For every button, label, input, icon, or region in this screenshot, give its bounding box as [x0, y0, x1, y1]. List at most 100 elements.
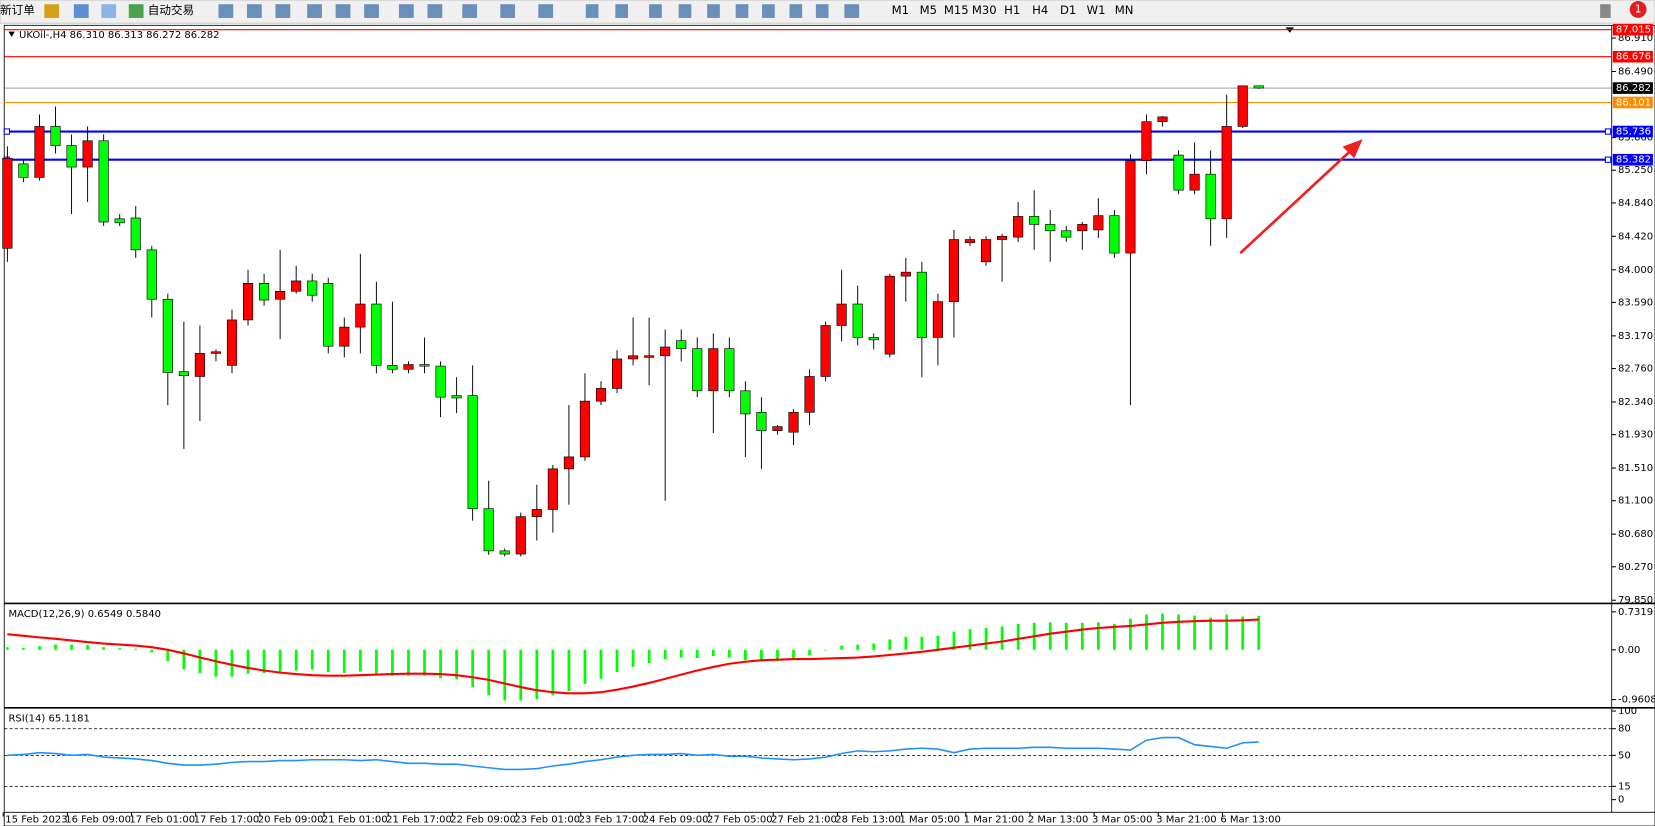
macd-bar [503, 649, 507, 701]
candle-body [371, 303, 382, 366]
candle-body [788, 411, 799, 433]
signal-line [7, 618, 1259, 695]
x-tick-label: 24 Feb 09:00 [643, 815, 709, 826]
level-handle[interactable] [3, 128, 11, 135]
y-tick-label: 79.850 [1618, 595, 1653, 606]
candle-body [1029, 216, 1040, 225]
icon[interactable] [707, 4, 720, 18]
macd-bar [375, 649, 378, 675]
icon[interactable] [735, 4, 749, 18]
icon[interactable] [73, 4, 89, 18]
icon[interactable] [649, 4, 662, 18]
y-tick-label: 81.100 [1618, 496, 1653, 507]
new-order[interactable]: 新订单 [0, 3, 35, 17]
price-label-bg [1612, 50, 1653, 63]
icon[interactable] [678, 4, 692, 18]
icon[interactable] [538, 4, 554, 18]
y-tick-label: 86.490 [1618, 67, 1653, 78]
price-label: 86.101 [1616, 97, 1651, 108]
y-tick-label: 0 [1618, 795, 1624, 806]
timeframe-button[interactable]: M30 [972, 3, 997, 17]
level-handle[interactable] [1604, 156, 1612, 163]
icon[interactable] [615, 4, 629, 18]
icon[interactable] [398, 4, 414, 18]
auto-trading[interactable]: 自动交易 [148, 3, 194, 17]
candle-body [34, 126, 45, 178]
macd-bar [647, 649, 651, 664]
icon[interactable] [128, 4, 144, 18]
macd-bar [471, 649, 475, 688]
icon[interactable] [427, 4, 443, 18]
macd-bar [166, 649, 170, 662]
icon[interactable] [364, 4, 379, 18]
macd-bar [294, 649, 298, 671]
candle-body [1253, 85, 1264, 89]
timeframe-button[interactable]: MN [1115, 3, 1134, 17]
candle-body [291, 280, 302, 292]
y-tick-label: -0.9608 [1618, 695, 1655, 706]
candle-body [130, 217, 141, 251]
icon[interactable] [218, 4, 234, 18]
icon[interactable] [500, 4, 516, 18]
candle-body [323, 282, 334, 347]
macd-bar [1064, 622, 1068, 650]
candle-body [355, 303, 366, 328]
icon[interactable] [789, 4, 803, 18]
icon[interactable] [762, 4, 775, 18]
macd-bar [22, 647, 25, 650]
icon[interactable] [44, 4, 60, 18]
macd-bar [936, 635, 940, 650]
candle-body [1205, 173, 1216, 220]
timeframe-button[interactable]: H4 [1032, 3, 1048, 17]
macd-bar [358, 649, 362, 672]
icon[interactable] [246, 4, 262, 18]
macd-bar [760, 649, 763, 662]
icon[interactable] [815, 4, 829, 18]
notification-badge[interactable] [1629, 1, 1647, 18]
macd-bar [599, 649, 603, 679]
candle-body [451, 395, 462, 399]
macd-bar [1016, 623, 1020, 650]
price-label: 86.676 [1616, 52, 1651, 63]
candle-body [1189, 173, 1200, 191]
x-tick-label: 21 Feb 17:00 [386, 815, 452, 826]
icon[interactable] [462, 4, 478, 18]
candle-body [1157, 116, 1168, 122]
candle-body [628, 355, 639, 360]
macd-bar [727, 649, 731, 658]
chart-title: UKOil-,H4 86.310 86.313 86.272 86.282 [19, 30, 219, 41]
candle-body [50, 126, 61, 146]
icon[interactable] [275, 4, 291, 18]
macd-bar [615, 649, 619, 673]
candle-body [1093, 215, 1104, 231]
candle-body [756, 411, 767, 431]
y-tick-label: 80.680 [1618, 529, 1653, 540]
icon[interactable] [585, 4, 599, 18]
candle-body [178, 371, 189, 376]
icon[interactable] [844, 4, 860, 18]
timeframe-button[interactable]: H1 [1004, 3, 1020, 17]
macd-bar [38, 646, 41, 650]
toolbar: 新订单 自动交易 M1 M5 M1 [0, 0, 1655, 24]
macd-bar [904, 636, 908, 650]
timeframe-button[interactable]: M5 [920, 3, 937, 17]
macd-bar [198, 649, 202, 674]
candle-body [868, 337, 879, 341]
icon[interactable] [101, 4, 117, 18]
level-handle[interactable] [1604, 128, 1612, 135]
candle-body [82, 140, 93, 168]
icon[interactable] [307, 4, 322, 18]
timeframe-button[interactable]: W1 [1087, 3, 1106, 17]
search-icon[interactable] [1600, 4, 1611, 18]
y-tick-label: 83.590 [1618, 297, 1653, 308]
timeframe-button[interactable]: D1 [1060, 3, 1076, 17]
x-tick-label: 15 Feb 2023 [5, 815, 67, 826]
y-tick-label: 82.760 [1618, 364, 1653, 375]
timeframe-button[interactable]: M1 [892, 3, 909, 17]
candle-body [884, 275, 895, 355]
timeframe-button[interactable]: M15 [944, 3, 969, 17]
macd-bar [1241, 616, 1245, 650]
icon[interactable] [335, 4, 351, 18]
candle-body [980, 239, 992, 263]
